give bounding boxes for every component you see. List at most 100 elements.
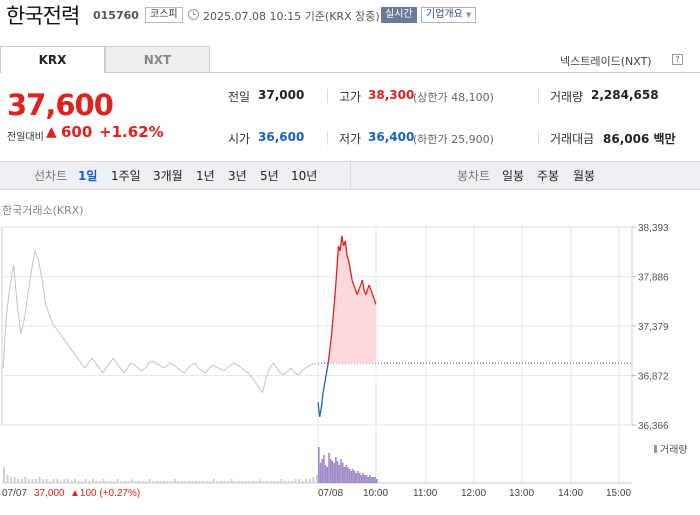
volume-bar bbox=[145, 481, 148, 483]
volume-bar bbox=[205, 481, 208, 483]
open-value: 36,600 bbox=[258, 130, 305, 144]
company-overview-button[interactable]: 기업개요 ▼ bbox=[421, 7, 477, 23]
volume-bar bbox=[340, 459, 342, 483]
divider bbox=[538, 89, 539, 103]
period-3m[interactable]: 3개월 bbox=[153, 169, 183, 183]
prev-day-line bbox=[2, 248, 317, 394]
today-line-up bbox=[339, 236, 343, 251]
volume-bar bbox=[301, 481, 304, 483]
nextrade-link[interactable]: 넥스트레이드(NXT) bbox=[560, 55, 652, 68]
candle-daily[interactable]: 일봉 bbox=[502, 169, 525, 183]
today-line-down bbox=[317, 402, 321, 417]
volume-bar bbox=[312, 477, 315, 483]
today-line-up bbox=[329, 333, 333, 349]
volume-bar bbox=[276, 481, 279, 483]
volume-bar bbox=[202, 481, 205, 483]
volume-bar bbox=[180, 481, 183, 483]
today-line-up bbox=[371, 294, 375, 300]
volume-bar bbox=[305, 479, 308, 483]
volume-bar bbox=[166, 481, 169, 483]
volume-bar bbox=[237, 481, 240, 483]
today-line-up bbox=[373, 299, 377, 305]
period-1w[interactable]: 1주일 bbox=[111, 169, 141, 183]
divider bbox=[538, 131, 539, 145]
high-value: 38,300 bbox=[368, 88, 415, 102]
stock-name: 한국전력 bbox=[6, 4, 80, 28]
current-price: 37,600 bbox=[7, 88, 114, 122]
volume-bar bbox=[326, 467, 329, 483]
volume-bar bbox=[343, 467, 346, 483]
volume-bar bbox=[113, 481, 116, 483]
period-3y[interactable]: 3년 bbox=[228, 169, 247, 183]
volume-bar bbox=[331, 461, 334, 483]
volume-bar bbox=[234, 481, 237, 483]
volume-value: 2,284,658 bbox=[591, 88, 659, 102]
volume-bar bbox=[24, 477, 27, 483]
volume-bar bbox=[95, 481, 98, 483]
volume-bar bbox=[99, 481, 102, 483]
volume-bar bbox=[370, 477, 373, 483]
help-icon[interactable]: ? bbox=[672, 54, 683, 65]
open-label: 시가 bbox=[228, 132, 251, 146]
upper-limit: (상한가 48,100) bbox=[413, 91, 494, 104]
today-line-up bbox=[348, 260, 352, 271]
today-line-up bbox=[349, 270, 353, 281]
candle-weekly[interactable]: 주봉 bbox=[537, 169, 560, 183]
x-tick-label: 13:00 bbox=[509, 488, 534, 499]
today-line-down bbox=[320, 392, 324, 408]
period-10y[interactable]: 10년 bbox=[291, 169, 318, 183]
volume-bar bbox=[219, 481, 222, 483]
volume-bar bbox=[134, 481, 137, 483]
volume-bar bbox=[287, 481, 290, 483]
volume-bar bbox=[106, 481, 109, 483]
low-label: 저가 bbox=[339, 132, 362, 146]
volume-bar bbox=[20, 479, 23, 483]
chevron-down-icon: ▼ bbox=[466, 11, 472, 19]
volume-bar bbox=[59, 481, 62, 483]
candle-chart-label: 봉차트 bbox=[457, 169, 491, 183]
volume-bar bbox=[362, 473, 364, 483]
volume-bar bbox=[63, 479, 66, 483]
tab-krx[interactable]: KRX bbox=[0, 46, 105, 73]
change-value: 600 bbox=[61, 123, 93, 141]
volume-bar bbox=[248, 481, 251, 483]
candle-monthly[interactable]: 월봉 bbox=[573, 169, 596, 183]
period-1y[interactable]: 1년 bbox=[196, 169, 215, 183]
volume-bar bbox=[6, 475, 9, 483]
period-1d[interactable]: 1일 bbox=[78, 169, 98, 183]
change-percent: +1.62% bbox=[99, 123, 164, 141]
volume-bar bbox=[127, 481, 130, 483]
prev-day-close: 37,000 bbox=[34, 488, 65, 499]
volume-bar bbox=[364, 475, 366, 483]
volume-bar bbox=[365, 475, 368, 483]
volume-bar bbox=[348, 469, 351, 483]
volume-bar bbox=[321, 459, 324, 483]
today-line-up bbox=[346, 255, 350, 261]
prev-day-date: 07/07 bbox=[2, 488, 27, 499]
volume-bar bbox=[308, 479, 311, 483]
x-tick-label: 14:00 bbox=[558, 488, 583, 499]
volume-bar bbox=[212, 479, 215, 483]
clock-icon bbox=[188, 9, 199, 20]
x-tick-label: 10:00 bbox=[363, 488, 388, 499]
volume-bar bbox=[259, 479, 262, 483]
stock-code: 015760 bbox=[93, 9, 139, 22]
today-line-down bbox=[322, 382, 326, 393]
tab-nxt[interactable]: NXT bbox=[105, 46, 210, 73]
today-line-up bbox=[327, 348, 331, 364]
y-tick-label: 36,872 bbox=[638, 372, 669, 383]
volume-bar bbox=[323, 455, 325, 483]
volume-bar bbox=[241, 481, 244, 483]
volume-bar bbox=[67, 479, 70, 483]
lower-limit: (하한가 25,900) bbox=[413, 133, 494, 146]
realtime-badge[interactable]: 실시간 bbox=[381, 7, 417, 23]
volume-bar bbox=[52, 479, 55, 483]
volume-bar bbox=[328, 453, 330, 483]
period-5y[interactable]: 5년 bbox=[260, 169, 279, 183]
divider bbox=[327, 131, 328, 145]
volume-bar bbox=[341, 463, 344, 483]
volume-bar bbox=[74, 479, 77, 483]
volume-bar bbox=[216, 481, 219, 483]
volume-bar bbox=[109, 481, 112, 483]
volume-bar bbox=[360, 475, 363, 483]
